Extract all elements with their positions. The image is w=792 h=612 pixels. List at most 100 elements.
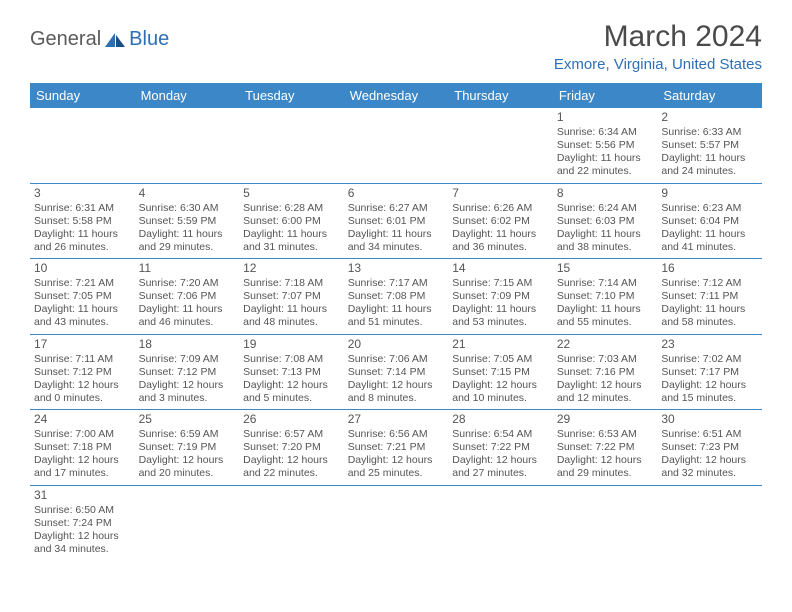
sunrise-text: Sunrise: 6:27 AM (348, 202, 445, 215)
calendar-row: 10Sunrise: 7:21 AMSunset: 7:05 PMDayligh… (30, 259, 762, 335)
sunrise-text: Sunrise: 7:11 AM (34, 353, 131, 366)
sunset-text: Sunset: 7:21 PM (348, 441, 445, 454)
calendar-cell-empty (553, 485, 658, 560)
calendar-cell-empty (344, 108, 449, 183)
sunset-text: Sunset: 6:01 PM (348, 215, 445, 228)
day-number: 9 (661, 186, 758, 201)
calendar-cell-empty (448, 485, 553, 560)
sunset-text: Sunset: 7:05 PM (34, 290, 131, 303)
daylight-text: Daylight: 11 hours and 55 minutes. (557, 303, 654, 329)
calendar-row: 17Sunrise: 7:11 AMSunset: 7:12 PMDayligh… (30, 334, 762, 410)
calendar-cell: 6Sunrise: 6:27 AMSunset: 6:01 PMDaylight… (344, 183, 449, 259)
day-number: 1 (557, 110, 654, 125)
daylight-text: Daylight: 11 hours and 53 minutes. (452, 303, 549, 329)
day-number: 10 (34, 261, 131, 276)
sunrise-text: Sunrise: 6:59 AM (139, 428, 236, 441)
sunrise-text: Sunrise: 7:02 AM (661, 353, 758, 366)
day-number: 11 (139, 261, 236, 276)
calendar-cell: 1Sunrise: 6:34 AMSunset: 5:56 PMDaylight… (553, 108, 658, 183)
daylight-text: Daylight: 11 hours and 26 minutes. (34, 228, 131, 254)
day-number: 6 (348, 186, 445, 201)
calendar-cell: 23Sunrise: 7:02 AMSunset: 7:17 PMDayligh… (657, 334, 762, 410)
calendar-cell: 26Sunrise: 6:57 AMSunset: 7:20 PMDayligh… (239, 410, 344, 486)
calendar-cell: 24Sunrise: 7:00 AMSunset: 7:18 PMDayligh… (30, 410, 135, 486)
logo-text-blue: Blue (129, 28, 169, 51)
sunrise-text: Sunrise: 7:21 AM (34, 277, 131, 290)
sunrise-text: Sunrise: 7:06 AM (348, 353, 445, 366)
daylight-text: Daylight: 11 hours and 34 minutes. (348, 228, 445, 254)
calendar-cell: 7Sunrise: 6:26 AMSunset: 6:02 PMDaylight… (448, 183, 553, 259)
weekday-header: Saturday (657, 83, 762, 108)
weekday-header: Tuesday (239, 83, 344, 108)
daylight-text: Daylight: 12 hours and 3 minutes. (139, 379, 236, 405)
sunrise-text: Sunrise: 6:28 AM (243, 202, 340, 215)
calendar-cell: 3Sunrise: 6:31 AMSunset: 5:58 PMDaylight… (30, 183, 135, 259)
daylight-text: Daylight: 11 hours and 48 minutes. (243, 303, 340, 329)
calendar-cell: 17Sunrise: 7:11 AMSunset: 7:12 PMDayligh… (30, 334, 135, 410)
calendar-cell: 20Sunrise: 7:06 AMSunset: 7:14 PMDayligh… (344, 334, 449, 410)
sunset-text: Sunset: 7:16 PM (557, 366, 654, 379)
day-number: 16 (661, 261, 758, 276)
sunset-text: Sunset: 6:00 PM (243, 215, 340, 228)
day-number: 17 (34, 337, 131, 352)
daylight-text: Daylight: 12 hours and 10 minutes. (452, 379, 549, 405)
calendar-cell: 22Sunrise: 7:03 AMSunset: 7:16 PMDayligh… (553, 334, 658, 410)
day-number: 25 (139, 412, 236, 427)
sunset-text: Sunset: 7:13 PM (243, 366, 340, 379)
calendar-cell: 18Sunrise: 7:09 AMSunset: 7:12 PMDayligh… (135, 334, 240, 410)
logo-text-general: General (30, 28, 101, 51)
sunset-text: Sunset: 7:08 PM (348, 290, 445, 303)
day-number: 15 (557, 261, 654, 276)
month-title: March 2024 (554, 20, 762, 54)
daylight-text: Daylight: 11 hours and 43 minutes. (34, 303, 131, 329)
sunset-text: Sunset: 6:04 PM (661, 215, 758, 228)
daylight-text: Daylight: 11 hours and 24 minutes. (661, 152, 758, 178)
sunset-text: Sunset: 7:18 PM (34, 441, 131, 454)
calendar-cell: 31Sunrise: 6:50 AMSunset: 7:24 PMDayligh… (30, 485, 135, 560)
daylight-text: Daylight: 11 hours and 36 minutes. (452, 228, 549, 254)
daylight-text: Daylight: 12 hours and 34 minutes. (34, 530, 131, 556)
calendar-row: 1Sunrise: 6:34 AMSunset: 5:56 PMDaylight… (30, 108, 762, 183)
weekday-header: Thursday (448, 83, 553, 108)
weekday-header: Wednesday (344, 83, 449, 108)
sunrise-text: Sunrise: 6:56 AM (348, 428, 445, 441)
calendar-cell: 16Sunrise: 7:12 AMSunset: 7:11 PMDayligh… (657, 259, 762, 335)
sunrise-text: Sunrise: 6:34 AM (557, 126, 654, 139)
calendar-cell-empty (344, 485, 449, 560)
sunrise-text: Sunrise: 6:23 AM (661, 202, 758, 215)
sunset-text: Sunset: 7:11 PM (661, 290, 758, 303)
sunset-text: Sunset: 7:12 PM (34, 366, 131, 379)
sunrise-text: Sunrise: 7:15 AM (452, 277, 549, 290)
sunset-text: Sunset: 7:06 PM (139, 290, 236, 303)
header: General Blue March 2024 Exmore, Virginia… (30, 20, 762, 73)
calendar-cell: 12Sunrise: 7:18 AMSunset: 7:07 PMDayligh… (239, 259, 344, 335)
sunrise-text: Sunrise: 7:12 AM (661, 277, 758, 290)
calendar-cell: 19Sunrise: 7:08 AMSunset: 7:13 PMDayligh… (239, 334, 344, 410)
daylight-text: Daylight: 12 hours and 25 minutes. (348, 454, 445, 480)
sunset-text: Sunset: 7:14 PM (348, 366, 445, 379)
daylight-text: Daylight: 12 hours and 29 minutes. (557, 454, 654, 480)
day-number: 26 (243, 412, 340, 427)
location-subtitle: Exmore, Virginia, United States (554, 56, 762, 73)
day-number: 29 (557, 412, 654, 427)
daylight-text: Daylight: 12 hours and 20 minutes. (139, 454, 236, 480)
calendar-cell: 11Sunrise: 7:20 AMSunset: 7:06 PMDayligh… (135, 259, 240, 335)
calendar-cell: 25Sunrise: 6:59 AMSunset: 7:19 PMDayligh… (135, 410, 240, 486)
daylight-text: Daylight: 12 hours and 17 minutes. (34, 454, 131, 480)
sunset-text: Sunset: 7:24 PM (34, 517, 131, 530)
daylight-text: Daylight: 11 hours and 58 minutes. (661, 303, 758, 329)
calendar-cell: 14Sunrise: 7:15 AMSunset: 7:09 PMDayligh… (448, 259, 553, 335)
calendar-cell: 9Sunrise: 6:23 AMSunset: 6:04 PMDaylight… (657, 183, 762, 259)
daylight-text: Daylight: 12 hours and 12 minutes. (557, 379, 654, 405)
sunset-text: Sunset: 7:10 PM (557, 290, 654, 303)
daylight-text: Daylight: 11 hours and 51 minutes. (348, 303, 445, 329)
sunset-text: Sunset: 7:12 PM (139, 366, 236, 379)
calendar-cell-empty (135, 485, 240, 560)
weekday-header: Sunday (30, 83, 135, 108)
calendar-cell: 15Sunrise: 7:14 AMSunset: 7:10 PMDayligh… (553, 259, 658, 335)
daylight-text: Daylight: 12 hours and 8 minutes. (348, 379, 445, 405)
sunset-text: Sunset: 7:09 PM (452, 290, 549, 303)
daylight-text: Daylight: 12 hours and 0 minutes. (34, 379, 131, 405)
sunrise-text: Sunrise: 7:03 AM (557, 353, 654, 366)
sunrise-text: Sunrise: 6:54 AM (452, 428, 549, 441)
